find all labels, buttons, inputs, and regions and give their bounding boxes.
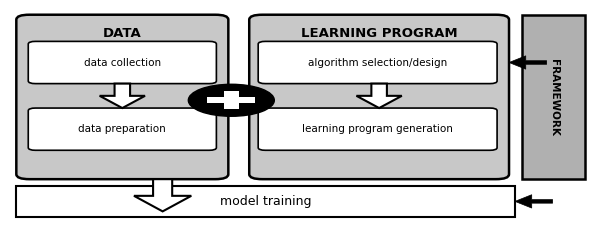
Polygon shape xyxy=(515,195,553,208)
Text: LEARNING PROGRAM: LEARNING PROGRAM xyxy=(301,27,457,40)
Text: data preparation: data preparation xyxy=(79,124,166,134)
Polygon shape xyxy=(509,56,547,69)
FancyBboxPatch shape xyxy=(258,108,497,150)
Text: data collection: data collection xyxy=(84,58,161,68)
FancyBboxPatch shape xyxy=(28,41,217,84)
Text: algorithm selection/design: algorithm selection/design xyxy=(308,58,447,68)
Bar xyxy=(16,186,515,217)
Polygon shape xyxy=(356,84,402,108)
Bar xyxy=(522,15,585,179)
FancyBboxPatch shape xyxy=(249,15,509,179)
Text: FRAMEWORK: FRAMEWORK xyxy=(548,58,559,135)
Text: model training: model training xyxy=(220,195,311,208)
Polygon shape xyxy=(134,179,191,212)
FancyBboxPatch shape xyxy=(16,15,229,179)
Text: learning program generation: learning program generation xyxy=(302,124,453,134)
Circle shape xyxy=(188,84,274,116)
Polygon shape xyxy=(100,84,145,108)
FancyBboxPatch shape xyxy=(258,41,497,84)
FancyBboxPatch shape xyxy=(28,108,217,150)
Text: DATA: DATA xyxy=(103,27,142,40)
Bar xyxy=(208,97,255,103)
Bar xyxy=(224,91,239,109)
